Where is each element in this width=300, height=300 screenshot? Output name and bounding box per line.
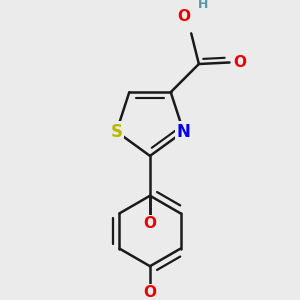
Text: S: S: [110, 123, 122, 141]
Text: H: H: [198, 0, 209, 11]
Text: O: O: [143, 285, 157, 300]
Text: O: O: [143, 216, 157, 231]
Text: N: N: [177, 123, 190, 141]
Text: O: O: [234, 55, 247, 70]
Text: O: O: [177, 9, 190, 24]
